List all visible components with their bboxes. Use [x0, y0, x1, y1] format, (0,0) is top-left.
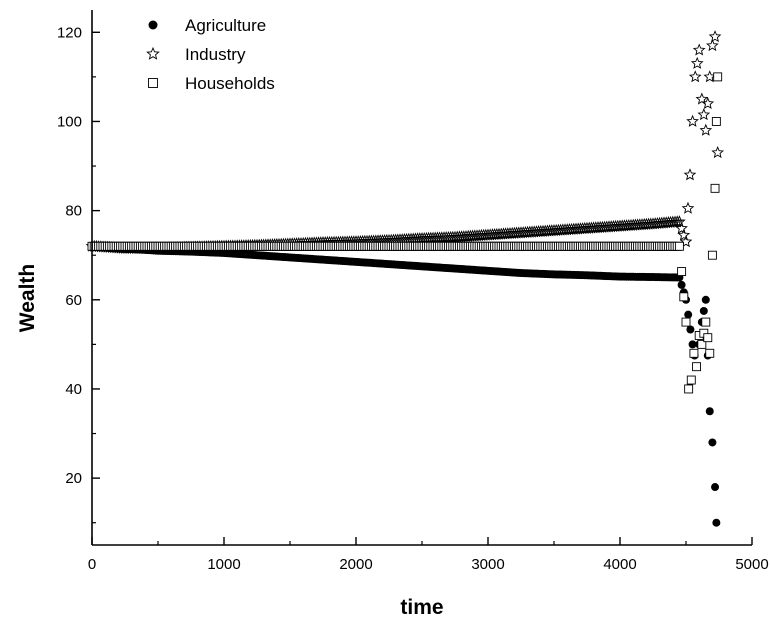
- plot-points: [85, 30, 725, 527]
- data-point: [701, 295, 710, 304]
- data-point: [681, 317, 691, 327]
- data-point: [674, 241, 684, 251]
- data-point-fill: [684, 310, 693, 319]
- legend-marker-households: [148, 78, 158, 88]
- x-ticks: 0 1000 2000 3000 4000 5000: [88, 537, 769, 573]
- data-point: [689, 348, 699, 358]
- x-tick-label: 1000: [207, 556, 240, 573]
- legend: Agriculture Industry Households: [146, 16, 275, 93]
- data-point-fill: [679, 292, 689, 302]
- x-tick-label: 3000: [471, 556, 504, 573]
- x-tick-label: 5000: [735, 556, 768, 573]
- data-point: [708, 30, 722, 43]
- data-point: [692, 362, 702, 372]
- data-point: [688, 340, 697, 349]
- series-households: [87, 72, 723, 394]
- x-axis-title: time: [400, 596, 443, 619]
- data-point: [686, 375, 696, 385]
- data-point-fill: [675, 221, 688, 234]
- data-point: [707, 250, 717, 260]
- data-point: [697, 339, 707, 349]
- y-tick-label: 40: [65, 381, 82, 398]
- x-tick-label: 4000: [603, 556, 636, 573]
- data-point: [708, 438, 717, 447]
- y-tick-label: 20: [65, 470, 82, 487]
- series-industry: [85, 30, 725, 254]
- data-point-fill: [703, 333, 713, 343]
- data-point-fill: [677, 228, 691, 241]
- data-point: [706, 38, 719, 52]
- data-point-fill: [690, 56, 704, 69]
- data-point: [679, 235, 693, 248]
- data-point: [699, 123, 713, 136]
- data-point: [712, 518, 721, 527]
- data-point: [711, 145, 725, 159]
- y-axis-title: Wealth: [16, 264, 39, 332]
- data-point-fill: [699, 306, 708, 315]
- data-point: [705, 348, 715, 358]
- data-point: [686, 114, 699, 127]
- data-point: [711, 117, 721, 126]
- data-point-fill: [686, 325, 695, 334]
- data-point-fill: [697, 108, 711, 121]
- data-point: [688, 70, 702, 83]
- data-point-fill: [677, 280, 686, 289]
- data-point: [711, 483, 720, 492]
- y-tick-label: 80: [65, 203, 82, 220]
- legend-marker-agriculture: [148, 20, 158, 30]
- data-point: [705, 407, 714, 416]
- axes: 0 1000 2000 3000 4000 5000 20 40 60 80 100 120: [57, 10, 769, 573]
- legend-label-industry: Industry: [185, 45, 246, 64]
- data-point: [684, 384, 694, 394]
- data-point-fill: [681, 201, 695, 214]
- x-tick-label: 2000: [339, 556, 372, 573]
- data-point: [683, 168, 697, 181]
- y-tick-label: 100: [57, 113, 82, 130]
- legend-label-households: Households: [185, 74, 275, 93]
- data-point: [713, 72, 723, 82]
- data-point: [692, 43, 706, 56]
- y-tick-label: 120: [57, 24, 82, 41]
- x-tick-label: 0: [88, 556, 96, 573]
- data-point: [710, 183, 720, 193]
- data-point: [701, 317, 711, 327]
- series-agriculture: [88, 242, 721, 527]
- legend-label-agriculture: Agriculture: [185, 16, 266, 35]
- data-point: [673, 215, 686, 228]
- y-tick-label: 60: [65, 292, 82, 309]
- data-point-fill: [701, 96, 715, 110]
- y-ticks: 20 40 60 80 100 120: [57, 24, 100, 524]
- data-point-fill: [677, 267, 687, 277]
- legend-marker-industry: [146, 46, 160, 60]
